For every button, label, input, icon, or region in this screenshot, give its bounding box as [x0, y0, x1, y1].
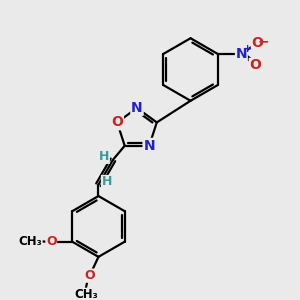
Text: O: O	[85, 269, 95, 282]
Text: H: H	[101, 176, 112, 188]
Text: O: O	[249, 58, 261, 72]
Text: O: O	[251, 36, 263, 50]
Text: H: H	[99, 150, 110, 164]
Text: O: O	[111, 116, 123, 129]
Text: N: N	[236, 47, 247, 61]
Text: CH₃: CH₃	[74, 288, 98, 300]
Text: O: O	[46, 235, 57, 248]
Text: CH₃: CH₃	[19, 235, 42, 248]
Text: −: −	[258, 34, 269, 48]
Text: +: +	[243, 44, 252, 54]
Text: N: N	[131, 101, 143, 115]
Text: N: N	[143, 139, 155, 153]
